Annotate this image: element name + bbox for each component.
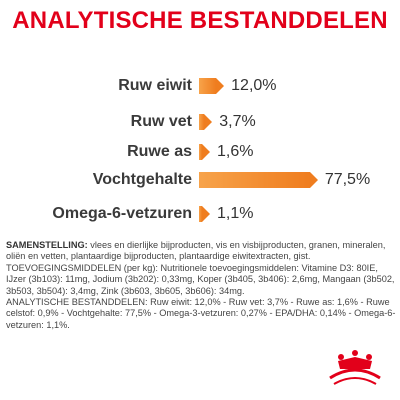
chart-row: Ruwe as 1,6% (0, 140, 400, 164)
chart-category-label: Ruwe as (127, 143, 192, 160)
samenstelling-paragraph: SAMENSTELLING: vlees en dierlijke bijpro… (6, 240, 396, 263)
chart-value-label: 77,5% (324, 171, 371, 188)
samenstelling-text: vlees en dierlijke bijproducten, vis en … (6, 240, 386, 262)
chart-row: Vochtgehalte 77,5% (0, 168, 400, 192)
chart-bar (199, 206, 202, 222)
chart-bar-arrow (202, 206, 210, 222)
chart-bar (199, 114, 205, 130)
chart-bar-arrow (216, 78, 225, 94)
crown-logo-icon (329, 350, 381, 385)
chart-category-label: Omega-6-vetzuren (52, 205, 192, 222)
crown-logo (326, 348, 384, 388)
chart-category-label: Ruw vet (130, 113, 192, 130)
chart-bar-arrow (204, 114, 213, 130)
chart-bar-arrow (202, 144, 210, 160)
chart-bar (199, 78, 217, 94)
chart-row: Omega-6-vetzuren 1,1% (0, 202, 400, 226)
chart-value-label: 12,0% (231, 77, 277, 94)
chart-value-label: 1,6% (217, 143, 254, 160)
chart-value-label: 3,7% (219, 113, 256, 130)
chart-bar (199, 172, 310, 188)
chart-category-label: Vochtgehalte (92, 171, 192, 188)
toevoegingsmiddelen-paragraph: TOEVOEGINGSMIDDELEN (per kg): Nutritione… (6, 262, 395, 296)
chart-row: Ruw vet 3,7% (0, 110, 400, 134)
chart-row: Ruw eiwit 12,0% (0, 74, 400, 98)
page-title: ANALYTISCHE BESTANDDELEN (12, 7, 388, 34)
chart-value-label: 1,1% (217, 205, 254, 222)
chart-category-label: Ruw eiwit (118, 77, 192, 94)
chart-bar-arrow (309, 172, 318, 188)
analytische-bestanddelen-paragraph: ANALYTISCHE BESTANDDELEN: Ruw eiwit: 12,… (6, 297, 396, 330)
composition-text-block: SAMENSTELLING: vlees en dierlijke bijpro… (6, 240, 396, 331)
chart-bar (199, 144, 202, 160)
samenstelling-label: SAMENSTELLING: (6, 240, 88, 250)
